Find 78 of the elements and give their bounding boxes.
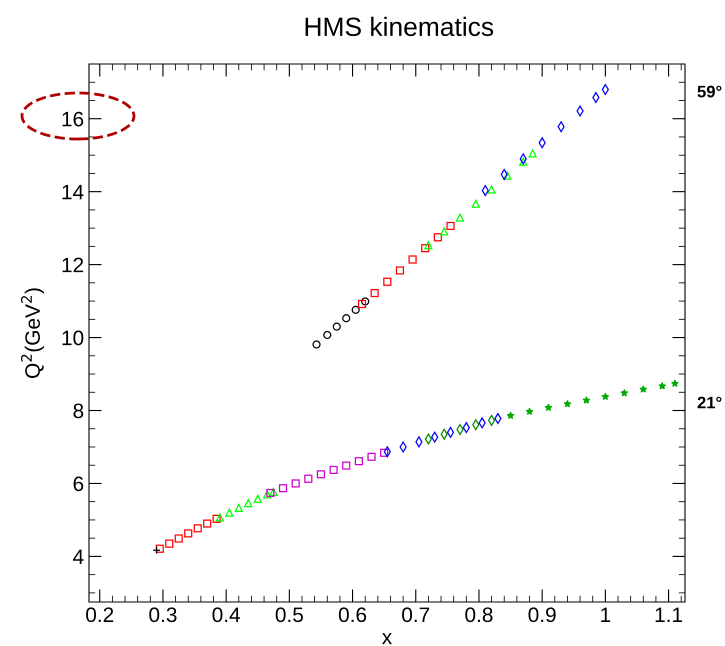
point — [544, 403, 552, 412]
point — [323, 330, 332, 340]
y-tick-label: 6 — [74, 476, 84, 492]
point — [456, 213, 464, 222]
point — [488, 185, 496, 194]
x-axis-title: x — [382, 633, 392, 644]
x-tick-label: 0.3 — [149, 607, 177, 622]
point — [639, 385, 648, 393]
point — [424, 241, 432, 250]
text: 59° — [698, 86, 722, 98]
point — [234, 504, 243, 512]
point — [367, 452, 376, 461]
point — [304, 474, 312, 483]
point — [440, 227, 448, 236]
x-tick-label: 0.5 — [276, 607, 303, 622]
x-tick-label: 0.9 — [528, 607, 556, 622]
point — [216, 513, 224, 522]
x-tick-label: 0.2 — [86, 607, 114, 622]
point — [292, 479, 300, 488]
point — [266, 488, 274, 498]
point — [370, 288, 379, 298]
x-tick-label: 0.6 — [338, 607, 366, 622]
y-tick-label: 16 — [62, 112, 84, 126]
x-tick-label: 0.4 — [212, 607, 240, 622]
point — [203, 519, 212, 528]
point — [165, 540, 174, 548]
point — [225, 508, 234, 517]
point — [564, 400, 572, 408]
point — [352, 306, 360, 314]
point — [408, 255, 417, 264]
x-tick-label: 1 — [601, 608, 610, 622]
point — [156, 544, 164, 553]
point — [358, 300, 366, 308]
point — [434, 233, 442, 242]
chart-title: HMS kinematics — [306, 16, 494, 36]
y-tick-label: 4 — [73, 550, 84, 564]
point — [342, 314, 350, 322]
point — [212, 514, 221, 523]
point — [658, 382, 666, 390]
point — [670, 379, 679, 387]
x-tick-label: 0.7 — [402, 607, 430, 622]
text: 21° — [698, 396, 722, 408]
point — [342, 461, 350, 470]
point — [269, 488, 278, 496]
point — [506, 412, 514, 420]
point — [354, 457, 363, 466]
point — [620, 388, 628, 396]
point — [503, 172, 512, 180]
point — [519, 158, 528, 166]
y-tick-label: 12 — [62, 258, 84, 272]
x-tick-label: 1.1 — [656, 608, 682, 622]
point — [526, 408, 534, 416]
point — [312, 340, 321, 349]
point — [194, 524, 202, 532]
y-tick-label: 8 — [73, 404, 84, 418]
point — [446, 222, 455, 230]
point — [601, 392, 610, 400]
point — [421, 244, 430, 252]
y-axis-title: Q$^{2}$(GeV$^{2}$) — [20, 288, 44, 378]
point — [383, 278, 392, 286]
point — [380, 448, 388, 457]
y-tick-label: 10 — [62, 330, 84, 346]
point — [361, 297, 370, 306]
point — [263, 490, 272, 498]
point — [254, 494, 262, 503]
y-tick-label: 14 — [62, 184, 84, 200]
point — [174, 534, 183, 543]
point — [316, 470, 326, 478]
point — [278, 484, 288, 492]
point — [528, 149, 537, 158]
point — [184, 529, 192, 538]
point — [472, 200, 480, 208]
point — [582, 396, 590, 404]
point — [396, 266, 404, 275]
point — [244, 499, 252, 508]
point — [329, 466, 338, 474]
x-tick-label: 0.8 — [465, 607, 493, 622]
point — [332, 322, 341, 331]
